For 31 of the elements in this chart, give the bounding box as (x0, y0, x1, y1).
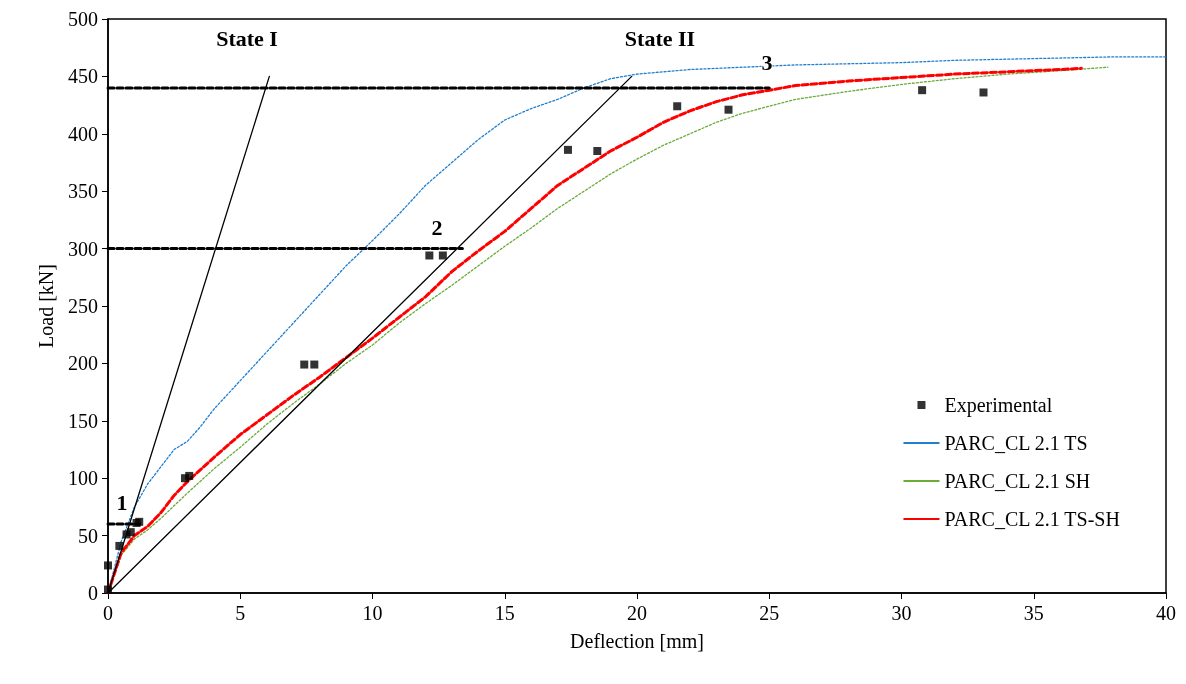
y-tick-label: 100 (68, 467, 98, 490)
annotation: 2 (431, 214, 443, 240)
y-tick-label: 50 (78, 524, 98, 547)
y-tick-label: 300 (68, 237, 98, 260)
x-axis-title: Deflection [mm] (570, 630, 704, 652)
x-tick-label: 25 (759, 602, 780, 624)
legend-label: PARC_CL 2.1 TS (944, 432, 1088, 454)
y-tick-label: 350 (68, 180, 98, 203)
x-tick-label: 20 (627, 602, 647, 624)
y-tick-label: 400 (68, 122, 98, 145)
x-tick-label: 40 (1156, 602, 1176, 624)
annotation: 1 (116, 489, 128, 515)
legend-label: PARC_CL 2.1 SH (944, 470, 1091, 492)
y-tick-label: 150 (68, 409, 98, 432)
annotation: 3 (761, 49, 773, 75)
annotation: State I (216, 25, 278, 51)
x-tick-label: 0 (103, 602, 113, 624)
annotation: State II (624, 25, 696, 51)
y-axis-title: Load [kN] (35, 264, 57, 348)
x-tick-label: 30 (891, 602, 912, 624)
y-tick-label: 0 (88, 582, 98, 604)
legend-label: PARC_CL 2.1 TS-SH (944, 508, 1120, 530)
x-tick-label: 5 (235, 602, 246, 624)
x-tick-label: 10 (362, 602, 383, 624)
x-tick-label: 15 (494, 602, 515, 624)
y-tick-label: 500 (68, 8, 98, 30)
y-tick-label: 200 (68, 352, 98, 375)
x-tick-label: 35 (1023, 602, 1044, 624)
legend-label: Experimental (944, 394, 1053, 417)
y-tick-label: 450 (68, 65, 98, 88)
y-tick-label: 250 (68, 295, 98, 317)
